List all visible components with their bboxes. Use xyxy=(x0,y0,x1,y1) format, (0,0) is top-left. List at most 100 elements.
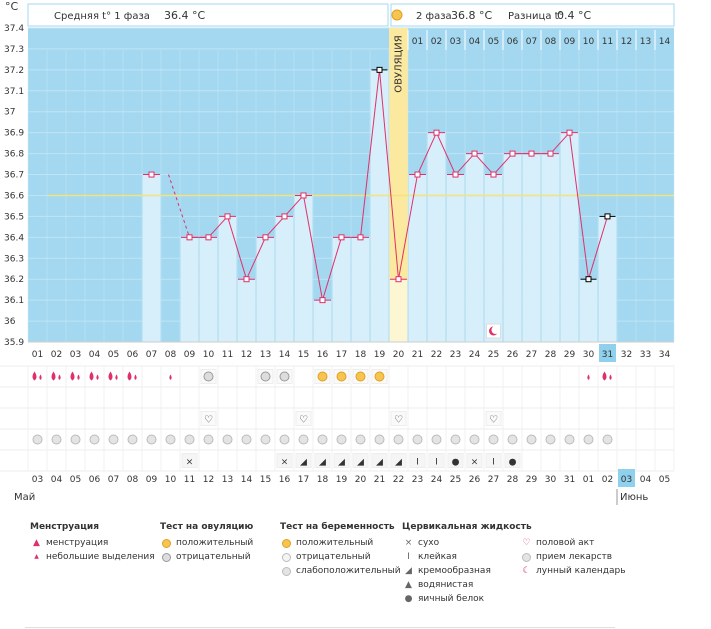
cycle-day-label: 33 xyxy=(640,350,651,360)
pill-icon xyxy=(520,550,533,564)
date-label: 14 xyxy=(241,475,253,485)
pill-icon xyxy=(146,434,157,445)
phase2-value: 36.8 °C xyxy=(451,9,492,22)
temp-point xyxy=(433,129,440,136)
cervical-cell xyxy=(333,453,350,468)
cycle-day-label: 27 xyxy=(526,350,537,360)
pill-icon xyxy=(222,434,233,445)
pill-icon xyxy=(412,434,423,445)
date-label: 21 xyxy=(374,475,385,485)
temp-line-segment xyxy=(246,237,266,280)
temp-point xyxy=(148,171,155,178)
date-label: 25 xyxy=(450,475,461,485)
pill-icon xyxy=(507,434,518,445)
cycle-day-label: 09 xyxy=(184,350,196,360)
ov-positive-icon xyxy=(336,371,347,382)
cycle-day-label: 12 xyxy=(241,350,252,360)
temp-line-segment xyxy=(474,153,494,175)
cycle-day-label: 11 xyxy=(222,350,233,360)
y-tick-label: 37.3 xyxy=(4,45,24,55)
small-drop-icon: ▲ xyxy=(34,553,39,560)
cervical-cell xyxy=(276,453,293,468)
phase1-label: Средняя t° 1 фаза xyxy=(54,11,150,22)
temp-bar xyxy=(142,174,161,343)
temp-bar xyxy=(446,174,465,343)
blood-drop-icon: ▲ xyxy=(33,538,40,548)
sticky-icon: I xyxy=(492,458,495,468)
temp-point xyxy=(395,276,402,283)
legend-item-menstruation: ▲ менструация xyxy=(30,536,155,550)
pill-icon xyxy=(526,434,537,445)
y-tick-label: 36.9 xyxy=(4,129,24,139)
date-label: 29 xyxy=(526,475,538,485)
cervical-cell xyxy=(181,453,198,468)
pill-icon xyxy=(393,434,404,445)
y-tick-label: 37 xyxy=(4,108,15,118)
temp-bar xyxy=(199,237,218,343)
heart-icon: ♡ xyxy=(394,415,403,426)
y-tick-label: 36.6 xyxy=(4,191,24,201)
blood-drop-icon xyxy=(39,374,42,380)
temp-point xyxy=(376,66,383,73)
legend-pregnancy-test: Тест на беременность положительный отриц… xyxy=(280,522,401,578)
cervical-cell xyxy=(504,453,521,468)
legend-item-preg-negative: отрицательный xyxy=(280,550,401,564)
temp-point xyxy=(205,234,212,241)
temp-point xyxy=(243,276,250,283)
creamy-icon: ◢ xyxy=(357,458,364,468)
pill-icon xyxy=(70,434,81,445)
pill-icon xyxy=(336,434,347,445)
cervical-cell xyxy=(314,453,331,468)
pill-icon xyxy=(108,434,119,445)
ov-negative-icon xyxy=(260,371,271,382)
cycle-day-label: 08 xyxy=(165,350,177,360)
cycle-day-label: 26 xyxy=(507,350,519,360)
blood-drop-icon xyxy=(108,371,113,381)
creamy-icon: ◢ xyxy=(300,458,307,468)
legend-item-medication: прием лекарств xyxy=(520,550,626,564)
legend-menstruation-title: Менструация xyxy=(30,522,99,532)
cervical-cell xyxy=(447,453,464,468)
blood-drop-icon xyxy=(89,371,94,381)
top-day-label: 08 xyxy=(545,37,557,47)
temp-line-segment xyxy=(493,153,513,175)
cycle-day-label: 17 xyxy=(336,350,347,360)
pill-icon xyxy=(89,434,100,445)
legend-ovulation-title: Тест на овуляцию xyxy=(160,522,254,532)
legend-item-spotting: ▲ небольшие выделения xyxy=(30,550,154,564)
y-tick-label: 37.4 xyxy=(4,24,24,34)
temp-bar xyxy=(237,278,256,343)
legend-item-ov-negative: отрицательный xyxy=(160,550,253,564)
temp-line-segment xyxy=(360,69,380,238)
date-label: 26 xyxy=(469,475,481,485)
pill-icon xyxy=(545,434,556,445)
legend-menstruation: Менструация ▲ менструация ▲ небольшие выде… xyxy=(30,522,155,564)
temp-bar xyxy=(484,174,503,343)
pill-icon xyxy=(583,434,594,445)
cervical-cell xyxy=(466,453,483,468)
temp-point xyxy=(224,213,231,220)
temp-line-segment xyxy=(227,216,247,280)
temp-point xyxy=(471,150,478,157)
pill-icon xyxy=(298,434,309,445)
y-tick-label: 36.8 xyxy=(4,150,24,160)
y-tick-label: 36.5 xyxy=(4,212,24,222)
date-label: 07 xyxy=(108,475,119,485)
cycle-day-label: 06 xyxy=(127,350,139,360)
y-tick-label: 37.2 xyxy=(4,66,24,76)
pill-icon xyxy=(203,434,214,445)
temp-point xyxy=(281,213,288,220)
ov-positive-icon xyxy=(160,536,173,550)
y-tick-label: 36 xyxy=(4,317,16,327)
ov-positive-icon xyxy=(317,371,328,382)
sex-cell xyxy=(295,411,312,426)
temp-point xyxy=(547,150,554,157)
date-label: 22 xyxy=(393,475,404,485)
top-day-label: 02 xyxy=(431,37,442,47)
legend-item-preg-weak: слабоположительный xyxy=(280,564,401,578)
top-day-label: 03 xyxy=(450,37,461,47)
legend-pregnancy-title: Тест на беременность xyxy=(280,522,395,532)
month-change-highlight xyxy=(618,469,635,487)
pill-icon xyxy=(374,434,385,445)
